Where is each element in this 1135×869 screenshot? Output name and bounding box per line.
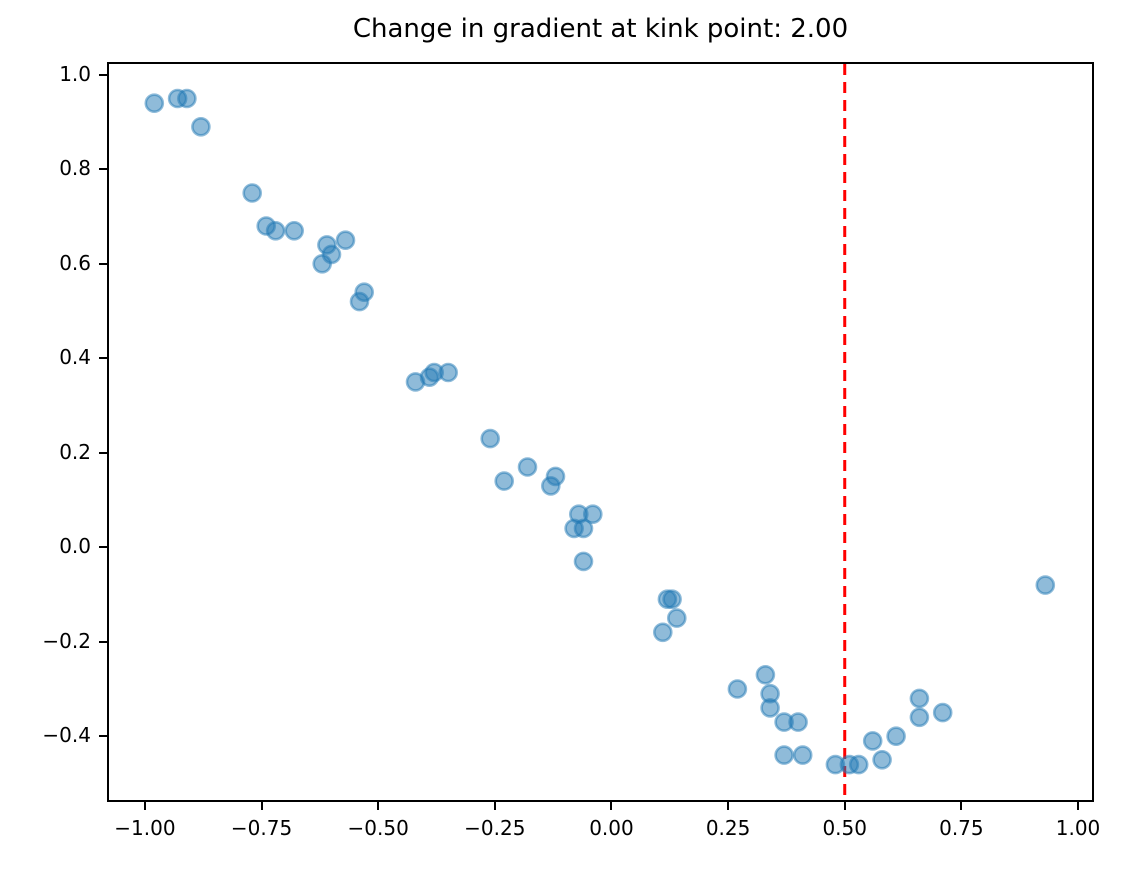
chart-title: Change in gradient at kink point: 2.00 [352,14,849,44]
y-tick-mark [99,640,107,643]
scatter-point [582,504,603,525]
x-tick-mark [843,802,846,810]
scatter-point [909,707,930,728]
scatter-point [265,221,286,241]
scatter-point [862,731,883,751]
scatter-point [191,116,211,137]
plot-area [107,62,1094,802]
x-tick-label: −0.75 [230,816,293,840]
scatter-point [909,688,930,709]
scatter-point [760,698,780,718]
x-tick-label: 0.00 [589,816,634,840]
x-tick-label: 0.25 [705,816,751,840]
x-tick-mark [260,802,263,810]
scatter-point [177,88,197,109]
scatter-point [354,282,374,302]
y-tick-mark [99,262,107,265]
scatter-point [242,183,262,203]
scatter-point [886,726,906,747]
y-tick-mark [99,357,107,360]
x-tick-label: −0.25 [464,816,526,840]
y-tick-label: 0.0 [59,534,91,559]
y-tick-label: 0.8 [59,156,91,181]
x-tick-label: 0.75 [939,816,984,840]
x-tick-mark [960,802,963,810]
scatter-point [335,230,356,250]
y-tick-label: −0.4 [42,723,91,748]
scatter-point [755,664,776,685]
scatter-point [666,608,687,628]
scatter-point [848,754,869,775]
scatter-point [1035,575,1056,595]
scatter-point [517,457,538,477]
y-tick-mark [99,73,107,76]
scatter-point [792,745,813,765]
y-tick-label: −0.2 [42,628,91,653]
scatter-point [727,679,748,699]
x-tick-mark [493,802,496,810]
y-tick-label: 0.6 [59,250,91,275]
scatter-point [872,749,892,770]
x-tick-label: −1.00 [114,816,176,840]
y-tick-mark [99,546,107,549]
x-tick-label: 0.50 [822,816,867,840]
scatter-point [494,471,515,491]
y-tick-label: 0.4 [59,345,91,370]
scatter-point [932,702,953,723]
y-tick-label: 1.0 [59,61,91,86]
scatter-point [545,466,566,487]
scatter-point [480,428,501,449]
y-tick-mark [99,451,107,454]
scatter-point [662,589,682,610]
x-tick-mark [377,802,380,810]
y-tick-mark [99,168,107,171]
scatter-point [652,622,673,643]
scatter-point [788,712,808,732]
scatter-point [438,362,459,383]
scatter-point [284,221,304,241]
x-tick-label: 1.00 [1055,816,1101,840]
scatter-point [573,518,594,539]
x-tick-mark [610,802,613,810]
scatter-point [321,244,342,265]
x-tick-mark [143,802,146,810]
scatter-point [144,93,165,114]
x-tick-mark [1077,802,1079,810]
x-tick-mark [727,802,730,810]
scatter-point [573,551,594,572]
y-tick-label: 0.2 [59,439,91,464]
scatter-point [774,745,794,765]
scatter-canvas [144,64,1056,800]
y-tick-mark [99,735,107,738]
x-tick-label: −0.50 [347,816,409,840]
